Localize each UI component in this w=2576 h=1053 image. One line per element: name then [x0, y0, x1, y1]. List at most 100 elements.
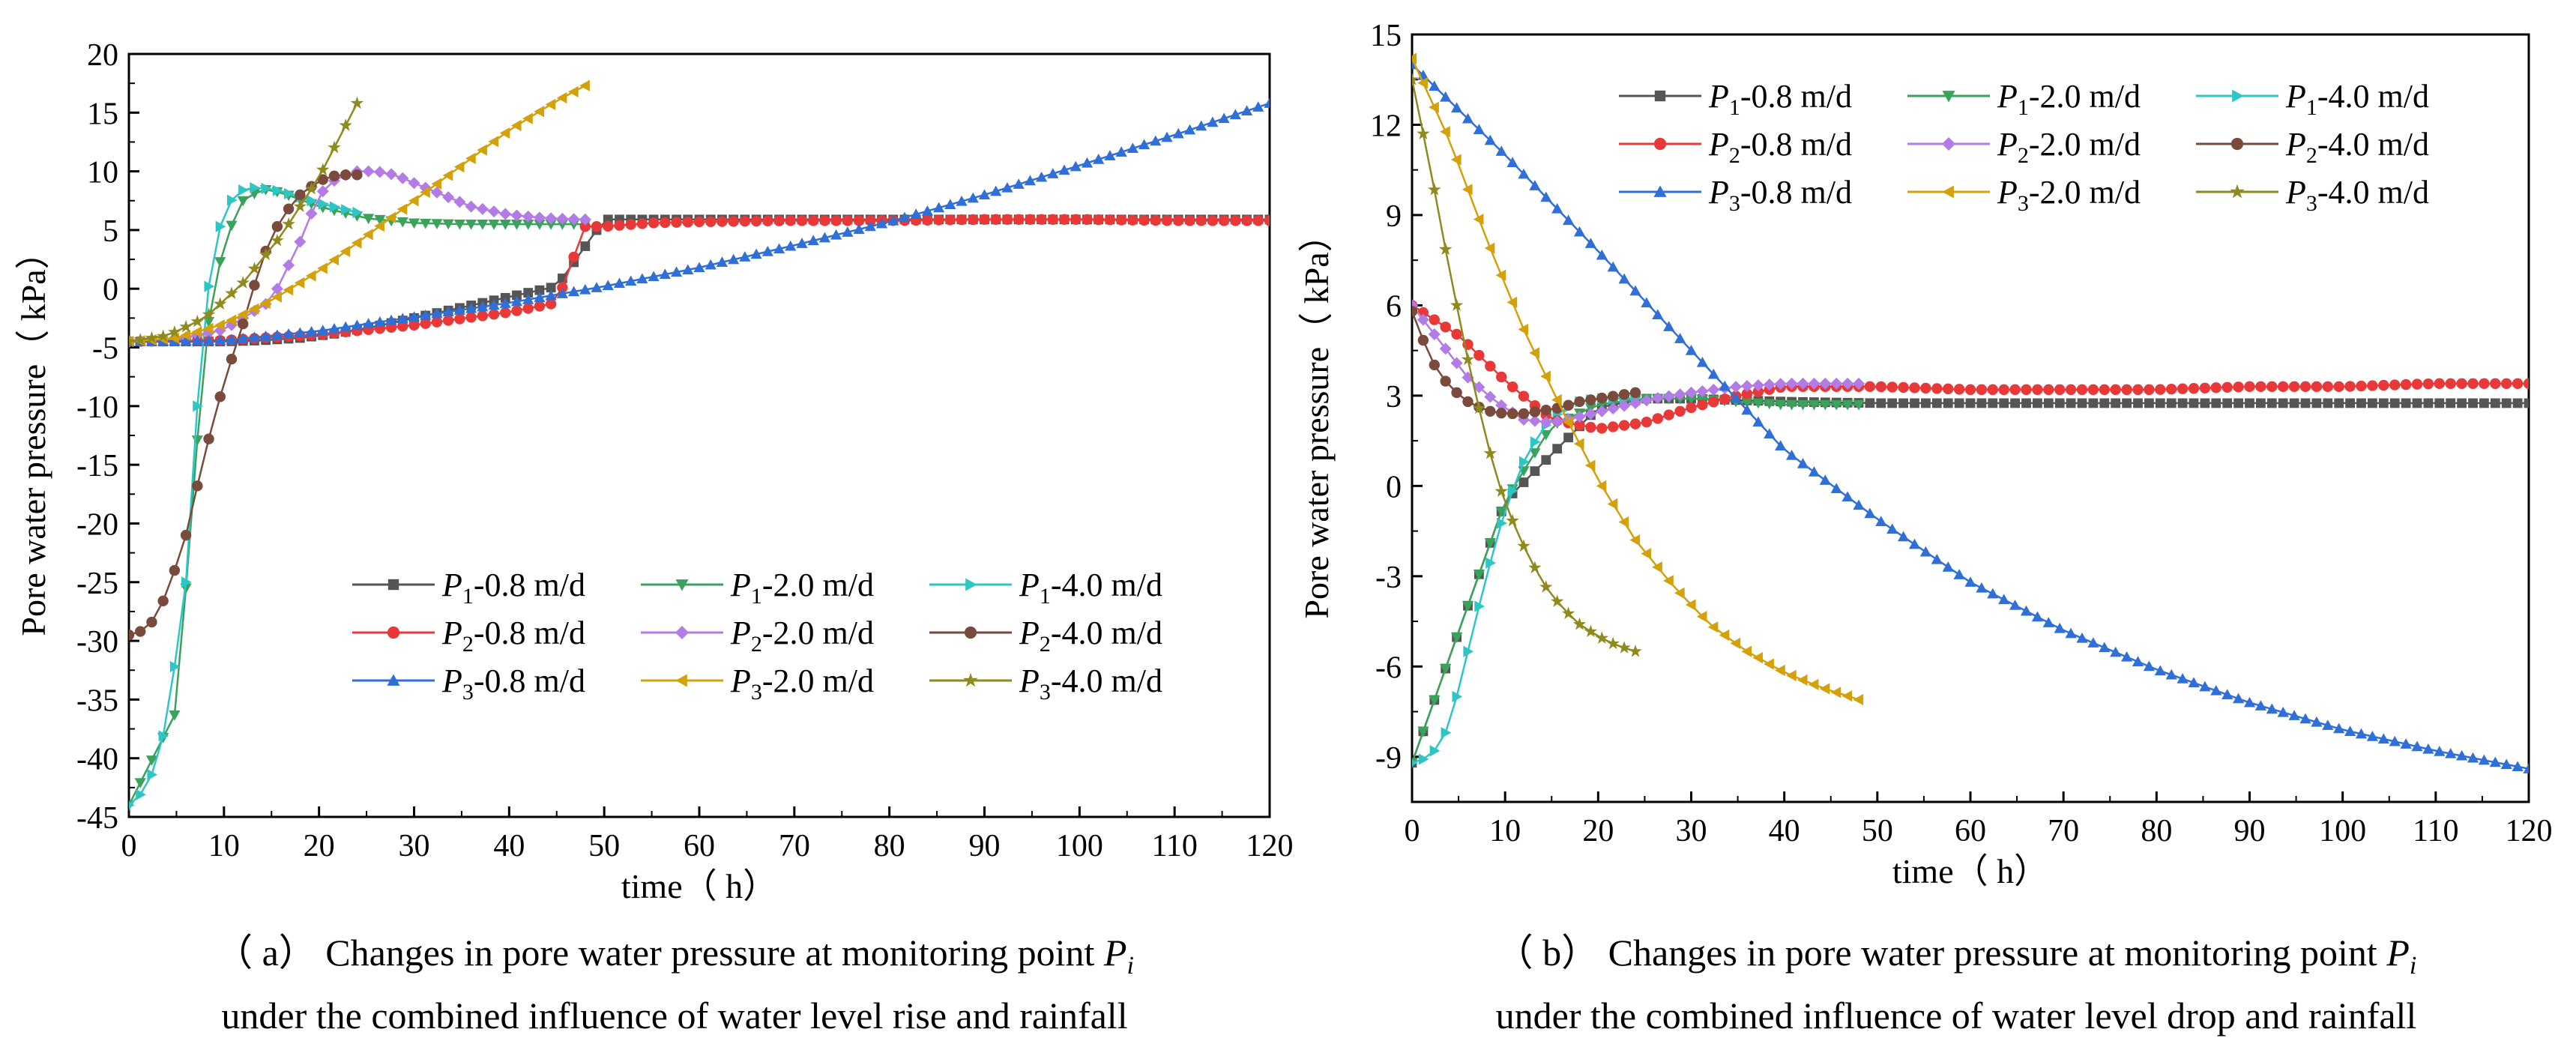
data-point-P2-2.0: [1741, 380, 1753, 393]
legend-rate: -2.0 m/d: [2029, 78, 2141, 115]
data-point-P2-4.0: [1596, 392, 1608, 404]
data-point-P1-2.0: [1473, 570, 1485, 580]
data-point-P2-0.8: [1252, 215, 1264, 226]
data-point-P2-0.8: [1608, 421, 1619, 432]
data-point-P3-0.8: [785, 240, 797, 251]
data-point-P3-0.8: [2445, 747, 2457, 758]
data-point-P3-0.8: [933, 202, 945, 213]
data-point-P1-0.8: [2222, 398, 2233, 408]
legend-item-P2-4.0: P2-4.0 m/d: [2196, 126, 2429, 168]
data-point-P3-2.0: [556, 91, 567, 104]
legend-item-P1-0.8: P1-0.8 m/d: [352, 567, 585, 609]
data-point-P1-2.0: [134, 778, 146, 788]
data-point-P2-0.8: [1473, 349, 1485, 361]
data-point-P3-0.8: [1551, 202, 1563, 214]
legend-rate: -0.8 m/d: [474, 615, 585, 651]
legend-marker-P2-2.0: [1942, 137, 1955, 151]
data-point-P3-0.8: [2377, 733, 2389, 744]
data-point-P2-0.8: [2278, 381, 2289, 393]
data-point-P2-4.0: [1629, 387, 1641, 399]
data-point-P1-0.8: [1910, 398, 1919, 408]
data-point-P3-0.8: [1183, 124, 1196, 135]
data-point-P2-0.8: [1953, 384, 1965, 395]
data-point-P3-0.8: [363, 318, 375, 328]
legend-label-P3-4.0: P3-4.0 m/d: [1019, 663, 1162, 704]
series-P3-4.0: [129, 96, 364, 348]
data-point-P1-0.8: [2278, 398, 2288, 408]
series-P3-0.8: [129, 97, 1270, 346]
caption-b-line1: （ b） Changes in pore water pressure at m…: [1342, 928, 2571, 991]
data-point-P3-0.8: [488, 299, 500, 310]
data-point-P2-4.0: [1574, 396, 1585, 408]
data-point-P1-4.0: [238, 184, 249, 196]
data-point-P3-2.0: [180, 329, 191, 341]
data-point-P2-0.8: [2233, 381, 2244, 393]
data-point-P3-0.8: [1172, 127, 1184, 139]
data-point-P3-0.8: [328, 323, 340, 334]
data-point-P2-0.8: [2288, 381, 2300, 393]
x-tick-label-a: 0: [121, 829, 137, 863]
data-point-P3-4.0: [1561, 606, 1575, 620]
legend-symbol: P: [730, 615, 751, 651]
caption-b-prefix: （ b） Changes in pore water pressure at m…: [1495, 932, 2387, 974]
data-point-P2-2.0: [545, 212, 558, 225]
data-point-P1-4.0: [1474, 600, 1485, 612]
data-point-P1-0.8: [1552, 444, 1563, 454]
data-point-P2-0.8: [500, 307, 511, 319]
legend-label-P2-2.0: P2-2.0 m/d: [730, 615, 874, 657]
data-point-P2-4.0: [157, 595, 169, 607]
data-point-P1-0.8: [2300, 398, 2311, 408]
data-point-P2-0.8: [2087, 384, 2099, 396]
data-point-P3-0.8: [2243, 696, 2256, 707]
data-point-P3-4.0: [1528, 561, 1542, 574]
x-tick-label-b: 100: [2319, 814, 2366, 848]
data-point-P3-0.8: [1752, 416, 1764, 427]
y-tick-label-a: -35: [76, 684, 118, 718]
legend-subscript: 2: [1729, 143, 1740, 168]
data-point-P3-0.8: [214, 334, 226, 346]
data-point-P3-2.0: [1551, 393, 1562, 406]
legend-rate: -4.0 m/d: [1051, 663, 1162, 699]
data-point-P3-0.8: [1484, 134, 1496, 145]
data-point-P1-4.0: [341, 204, 352, 216]
legend-marker-P3-2.0: [1942, 185, 1954, 199]
data-point-P3-0.8: [1540, 191, 1552, 202]
data-point-P1-0.8: [2345, 398, 2355, 408]
legend-subscript: 1: [462, 584, 474, 609]
data-point-P3-0.8: [477, 301, 489, 312]
data-point-P2-0.8: [1496, 371, 1507, 383]
data-point-P2-4.0: [203, 433, 214, 444]
data-point-P2-0.8: [990, 214, 1001, 226]
data-point-P3-0.8: [2422, 743, 2434, 754]
x-tick-label-b: 60: [1955, 814, 1986, 848]
data-point-P1-0.8: [2010, 398, 2020, 408]
data-point-P3-0.8: [1093, 154, 1105, 164]
data-point-P2-0.8: [2021, 384, 2032, 396]
data-point-P2-0.8: [968, 214, 979, 226]
data-point-P3-0.8: [956, 195, 968, 206]
data-point-P3-4.0: [1550, 594, 1564, 607]
data-point-P2-2.0: [465, 200, 477, 213]
data-point-P1-0.8: [2111, 398, 2121, 408]
legend-item-P1-4.0: P1-4.0 m/d: [929, 567, 1162, 609]
legend-marker-P3-4.0: [2230, 184, 2245, 199]
data-point-P3-2.0: [1652, 561, 1662, 573]
y-tick-label-b: -3: [1375, 561, 1402, 595]
data-point-P3-0.8: [1931, 553, 1943, 564]
data-point-P1-0.8: [2189, 398, 2199, 408]
data-point-P2-0.8: [2132, 384, 2144, 396]
data-point-P3-0.8: [1584, 238, 1596, 248]
data-point-P3-4.0: [1595, 631, 1609, 644]
data-point-P3-0.8: [2154, 665, 2166, 676]
plot-frame-a: [127, 52, 1271, 818]
data-point-P3-2.0: [1518, 323, 1529, 336]
data-point-P3-0.8: [396, 313, 408, 324]
data-point-P2-2.0: [1629, 396, 1641, 409]
data-point-P3-2.0: [453, 161, 465, 173]
y-tick-label-a: 20: [87, 38, 118, 73]
data-point-P2-0.8: [1218, 215, 1230, 226]
data-point-P2-0.8: [865, 215, 876, 226]
data-point-P1-2.0: [363, 214, 375, 225]
y-tick-label-a: -15: [76, 449, 118, 483]
series-P1-4.0: [1412, 393, 1641, 767]
